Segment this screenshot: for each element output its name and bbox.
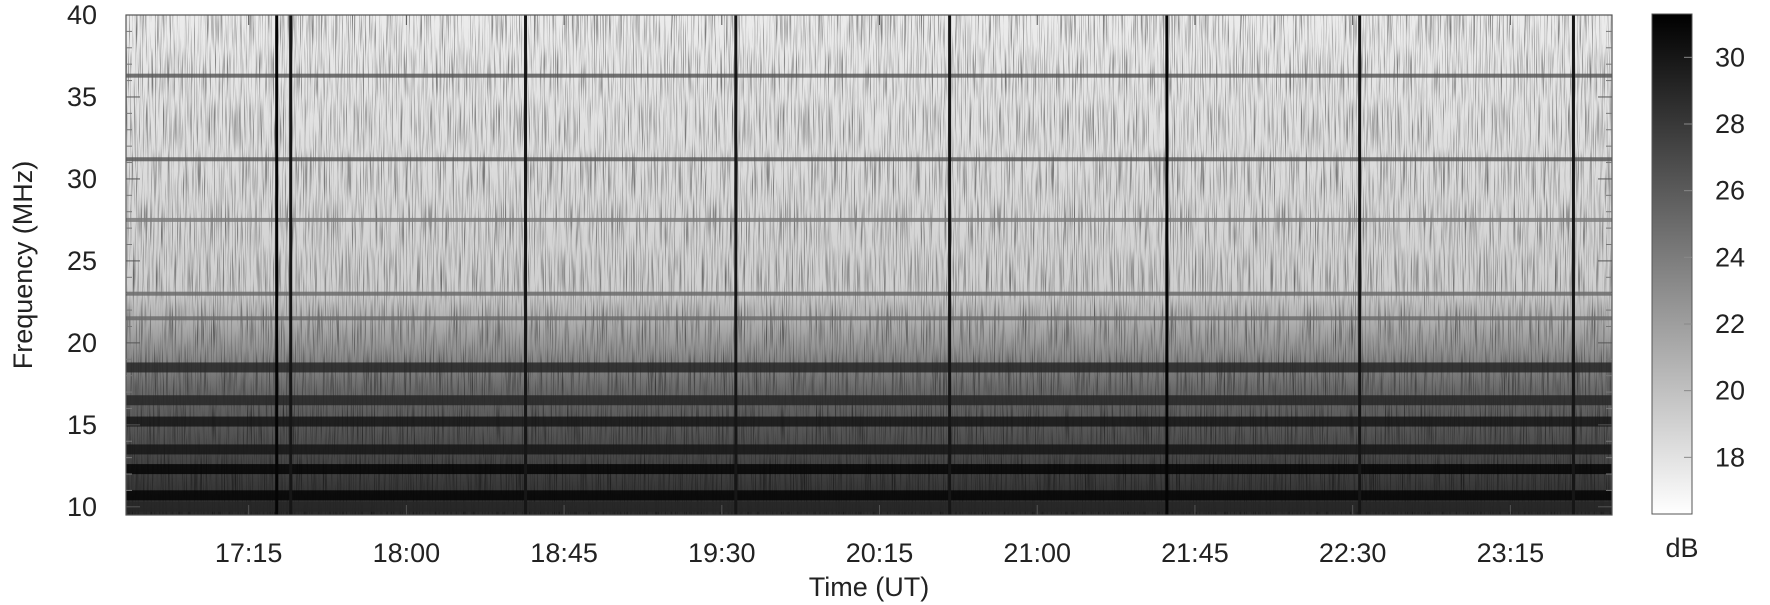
y-tick-label-3: 25: [67, 246, 97, 276]
band-0: [126, 73, 1612, 78]
band-4: [126, 316, 1612, 321]
colorbar-tick-label-6: 30: [1715, 42, 1745, 72]
band-2: [126, 217, 1612, 222]
y-tick-label-1: 15: [67, 410, 97, 440]
plot-frame: [125, 14, 1613, 516]
colorbar-ticks: 18 20 22 24 26 28 30: [1684, 42, 1745, 472]
y-axis-ticks: 10 15 20 25 30 35 40: [67, 0, 1612, 522]
x-axis-ticks: 17:15 18:00 18:45 19:30 20:15 21:00 21:45 22:30…: [215, 15, 1544, 568]
colorbar-gradient: [1651, 13, 1693, 515]
y-tick-label-6: 40: [67, 0, 97, 30]
x-tick-label-4: 20:15: [846, 538, 914, 568]
burst-3: [734, 15, 738, 515]
y-tick-label-5: 35: [67, 82, 97, 112]
band-7: [126, 416, 1612, 427]
colorbar-tick-label-5: 28: [1715, 109, 1745, 139]
y-axis-label: Frequency (MHz): [8, 161, 38, 370]
band-8: [126, 444, 1612, 455]
burst-4: [948, 15, 952, 515]
x-tick-label-3: 19:30: [688, 538, 756, 568]
colorbar-unit-label: dB: [1665, 533, 1698, 563]
x-axis-label: Time (UT): [809, 572, 929, 602]
spectrogram-plot-area: [126, 15, 1612, 515]
band-10: [126, 490, 1612, 501]
burst-5: [1165, 15, 1169, 515]
colorbar-tick-label-1: 20: [1715, 376, 1745, 406]
burst-0: [275, 15, 279, 515]
x-tick-label-0: 17:15: [215, 538, 283, 568]
x-tick-label-7: 22:30: [1319, 538, 1387, 568]
colorbar-tick-label-4: 26: [1715, 176, 1745, 206]
band-6: [126, 395, 1612, 406]
band-3: [126, 291, 1612, 296]
y-tick-label-0: 10: [67, 492, 97, 522]
burst-7: [1571, 15, 1575, 515]
x-tick-label-6: 21:45: [1161, 538, 1229, 568]
y-tick-label-4: 30: [67, 164, 97, 194]
colorbar: 18 20 22 24 26 28 30 dB: [1651, 13, 1745, 563]
x-tick-label-1: 18:00: [373, 538, 441, 568]
band-11: [126, 501, 1612, 512]
burst-1: [289, 15, 293, 515]
colorbar-tick-label-3: 24: [1715, 242, 1745, 272]
horizontal-bands: [126, 73, 1612, 512]
burst-6: [1358, 15, 1362, 515]
y-tick-label-2: 20: [67, 328, 97, 358]
x-tick-label-8: 23:15: [1477, 538, 1545, 568]
band-1: [126, 157, 1612, 162]
burst-2: [524, 15, 528, 515]
x-tick-label-5: 21:00: [1003, 538, 1071, 568]
band-5: [126, 362, 1612, 373]
colorbar-tick-label-2: 22: [1715, 309, 1745, 339]
colorbar-tick-label-0: 18: [1715, 442, 1745, 472]
band-9: [126, 464, 1612, 475]
spectrogram-noise-texture: [126, 15, 1612, 515]
x-tick-label-2: 18:45: [530, 538, 598, 568]
vertical-bursts: [275, 15, 1575, 515]
